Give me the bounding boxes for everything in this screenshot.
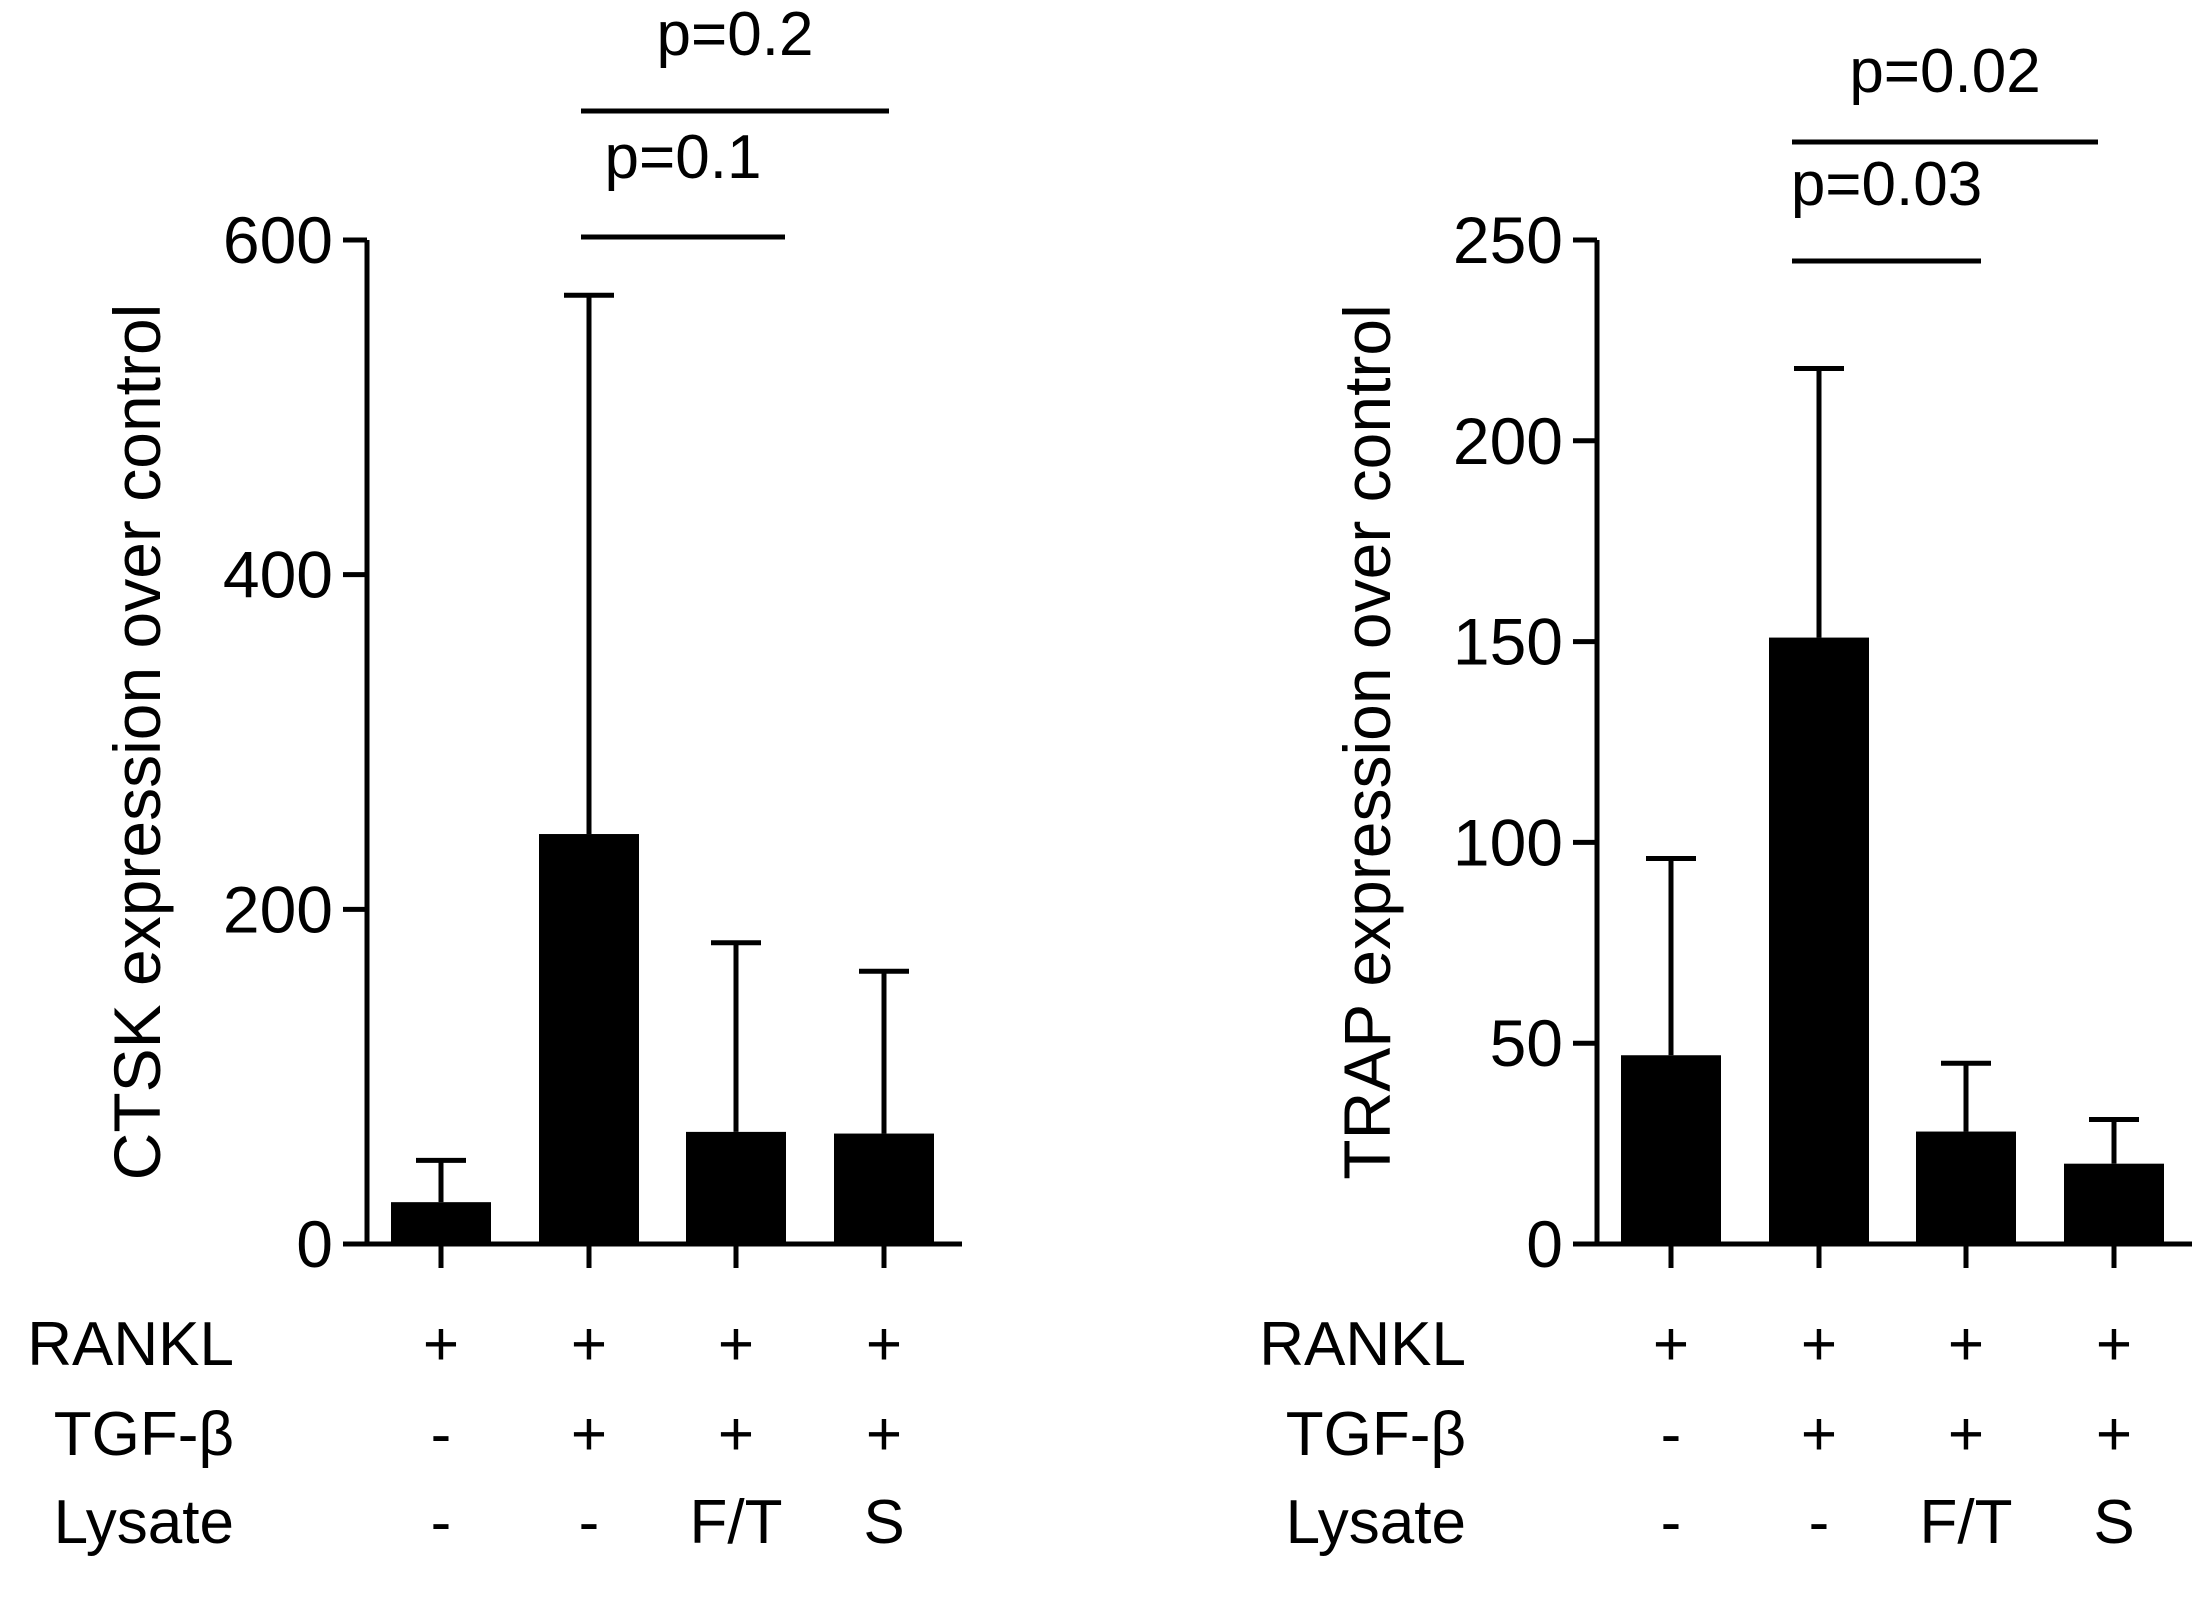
bar — [2064, 1163, 2164, 1244]
y-tick-label: 600 — [223, 203, 333, 277]
p-value-label: p=0.1 — [605, 123, 762, 192]
condition-value: + — [2096, 1400, 2132, 1469]
condition-value: F/T — [1920, 1488, 2013, 1557]
y-tick-label: 100 — [1453, 805, 1563, 879]
y-tick-label: 150 — [1453, 605, 1563, 679]
condition-value: + — [1653, 1310, 1689, 1379]
bar — [686, 1131, 786, 1244]
condition-value: - — [431, 1488, 452, 1557]
condition-value: F/T — [690, 1488, 783, 1557]
chart-panel-1: 0 200 400 600 CTSK expression over control RA… — [27, 0, 962, 1557]
y-tick-label: 0 — [296, 1207, 333, 1281]
condition-value: + — [2096, 1310, 2132, 1379]
y-tick-label: 200 — [1453, 404, 1563, 478]
condition-value: S — [2093, 1488, 2134, 1557]
condition-value: + — [1948, 1310, 1984, 1379]
condition-value: + — [423, 1310, 459, 1379]
condition-value: S — [863, 1488, 904, 1557]
bar — [391, 1202, 491, 1244]
y-tick-label: 250 — [1453, 203, 1563, 277]
bar — [1916, 1131, 2016, 1244]
bar — [834, 1133, 934, 1244]
bar — [1769, 637, 1869, 1244]
p-value-label: p=0.02 — [1849, 37, 2040, 106]
condition-value: - — [1661, 1400, 1682, 1469]
condition-value: - — [431, 1400, 452, 1469]
condition-value: + — [866, 1400, 902, 1469]
condition-value: + — [1948, 1400, 1984, 1469]
condition-value: + — [1801, 1400, 1837, 1469]
y-tick-label: 200 — [223, 872, 333, 946]
y-tick-label: 400 — [223, 538, 333, 612]
condition-label: RANKL — [27, 1310, 234, 1379]
y-axis-label: CTSK expression over control — [100, 304, 174, 1181]
bar — [539, 834, 639, 1244]
condition-value: + — [866, 1310, 902, 1379]
condition-value: + — [571, 1310, 607, 1379]
condition-label: Lysate — [54, 1488, 234, 1557]
bar — [1621, 1055, 1721, 1244]
p-value-label: p=0.2 — [657, 0, 814, 69]
y-tick-label: 0 — [1526, 1207, 1563, 1281]
condition-value: + — [718, 1400, 754, 1469]
y-tick-label: 50 — [1490, 1006, 1563, 1080]
condition-label: TGF-β — [54, 1400, 234, 1469]
condition-label: TGF-β — [1286, 1400, 1466, 1469]
condition-value: - — [579, 1488, 600, 1557]
condition-value: + — [1801, 1310, 1837, 1379]
condition-label: Lysate — [1286, 1488, 1466, 1557]
condition-value: - — [1661, 1488, 1682, 1557]
condition-value: + — [718, 1310, 754, 1379]
y-axis-label: TRAP expression over control — [1330, 304, 1404, 1180]
chart-panel-2: 0 50 100 150 200 250 TRAP expression over cont… — [1259, 37, 2192, 1557]
condition-value: + — [571, 1400, 607, 1469]
condition-value: - — [1809, 1488, 1830, 1557]
condition-label: RANKL — [1259, 1310, 1466, 1379]
p-value-label: p=0.03 — [1791, 150, 1982, 219]
